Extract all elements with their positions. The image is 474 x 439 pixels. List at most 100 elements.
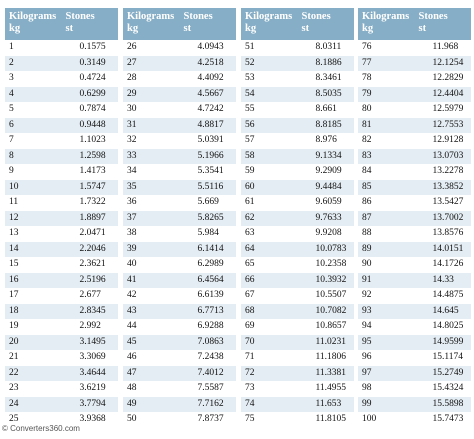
table-row: 65 10.2358 — [241, 257, 354, 273]
column-header: Stones st — [179, 8, 236, 40]
kg-cell: 18 — [5, 303, 62, 319]
table-row: 76 11.968 — [358, 40, 471, 56]
kg-cell: 30 — [123, 102, 180, 118]
table-row: 41 6.4564 — [123, 272, 236, 288]
table-row: 16 2.5196 — [5, 272, 118, 288]
conversion-table: Kilograms kg Stones st 76 11.968 77 12.1254 78 12… — [358, 8, 471, 428]
st-cell: 11.653 — [297, 396, 354, 412]
kg-cell: 8 — [5, 148, 62, 164]
st-cell: 3.7794 — [61, 396, 118, 412]
table-row: 44 6.9288 — [123, 319, 236, 335]
st-cell: 2.0471 — [61, 226, 118, 242]
table-row: 90 14.1726 — [358, 257, 471, 273]
kg-cell: 58 — [241, 148, 298, 164]
kg-cell: 83 — [358, 148, 415, 164]
st-cell: 0.9448 — [61, 117, 118, 133]
table-row: 46 7.2438 — [123, 350, 236, 366]
kg-cell: 99 — [358, 396, 415, 412]
kg-cell: 38 — [123, 226, 180, 242]
st-cell: 14.1726 — [414, 257, 471, 273]
table-row: 51 8.0311 — [241, 40, 354, 56]
st-cell: 14.33 — [414, 272, 471, 288]
table-row: 79 12.4404 — [358, 86, 471, 102]
st-cell: 15.5898 — [414, 396, 471, 412]
st-cell: 10.3932 — [297, 272, 354, 288]
table-row: 54 8.5035 — [241, 86, 354, 102]
kg-cell: 66 — [241, 272, 298, 288]
kg-cell: 6 — [5, 117, 62, 133]
table-row: 28 4.4092 — [123, 71, 236, 87]
st-cell: 13.0703 — [414, 148, 471, 164]
kg-cell: 89 — [358, 241, 415, 257]
table-row: 13 2.0471 — [5, 226, 118, 242]
st-cell: 9.6059 — [297, 195, 354, 211]
table-row: 63 9.9208 — [241, 226, 354, 242]
kg-cell: 84 — [358, 164, 415, 180]
kg-cell: 74 — [241, 396, 298, 412]
table-row: 10 1.5747 — [5, 179, 118, 195]
st-cell: 8.1886 — [297, 55, 354, 71]
kg-cell: 24 — [5, 396, 62, 412]
kg-cell: 93 — [358, 303, 415, 319]
kg-cell: 40 — [123, 257, 180, 273]
header-line: st — [183, 23, 192, 34]
table-row: 43 6.7713 — [123, 303, 236, 319]
conversion-table: Kilograms kg Stones st 51 8.0311 52 8.1886 53 8.3… — [241, 8, 354, 428]
st-cell: 5.669 — [179, 195, 236, 211]
st-cell: 11.0231 — [297, 334, 354, 350]
table-row: 8 1.2598 — [5, 148, 118, 164]
kg-cell: 32 — [123, 133, 180, 149]
kg-cell: 59 — [241, 164, 298, 180]
st-cell: 11.8105 — [297, 412, 354, 428]
header-line: st — [418, 23, 427, 34]
st-cell: 7.8737 — [179, 412, 236, 428]
kg-cell: 87 — [358, 210, 415, 226]
st-cell: 3.1495 — [61, 334, 118, 350]
st-cell: 12.7553 — [414, 117, 471, 133]
table-row: 88 13.8576 — [358, 226, 471, 242]
table-row: 92 14.4875 — [358, 288, 471, 304]
kg-cell: 98 — [358, 381, 415, 397]
kg-cell: 27 — [123, 55, 180, 71]
table-row: 66 10.3932 — [241, 272, 354, 288]
column-header: Kilograms kg — [123, 8, 180, 40]
st-cell: 0.7874 — [61, 102, 118, 118]
st-cell: 6.6139 — [179, 288, 236, 304]
kg-cell: 94 — [358, 319, 415, 335]
table-row: 57 8.976 — [241, 133, 354, 149]
kg-cell: 57 — [241, 133, 298, 149]
table-row: 25 3.9368 — [5, 412, 118, 428]
st-cell: 6.2989 — [179, 257, 236, 273]
st-cell: 9.1334 — [297, 148, 354, 164]
table-row: 98 15.4324 — [358, 381, 471, 397]
st-cell: 4.4092 — [179, 71, 236, 87]
kg-cell: 56 — [241, 117, 298, 133]
header-line: Kilograms — [127, 11, 175, 22]
table-row: 27 4.2518 — [123, 55, 236, 71]
st-cell: 8.5035 — [297, 86, 354, 102]
table-row: 20 3.1495 — [5, 334, 118, 350]
header-line: Kilograms — [9, 11, 57, 22]
table-row: 5 0.7874 — [5, 102, 118, 118]
kg-cell: 70 — [241, 334, 298, 350]
st-cell: 5.8265 — [179, 210, 236, 226]
kg-cell: 51 — [241, 40, 298, 56]
table-row: 23 3.6219 — [5, 381, 118, 397]
kg-cell: 90 — [358, 257, 415, 273]
st-cell: 2.677 — [61, 288, 118, 304]
column-header: Stones st — [61, 8, 118, 40]
kg-cell: 97 — [358, 365, 415, 381]
st-cell: 3.4644 — [61, 365, 118, 381]
st-cell: 7.4012 — [179, 365, 236, 381]
kg-cell: 100 — [358, 412, 415, 428]
kg-cell: 76 — [358, 40, 415, 56]
kg-cell: 7 — [5, 133, 62, 149]
header-row: Kilograms kg Stones st — [241, 8, 354, 40]
table-row: 81 12.7553 — [358, 117, 471, 133]
table-row: 95 14.9599 — [358, 334, 471, 350]
table-row: 67 10.5507 — [241, 288, 354, 304]
kg-cell: 39 — [123, 241, 180, 257]
conversion-table: Kilograms kg Stones st 26 4.0943 27 4.2518 28 4.4… — [123, 8, 236, 428]
conversion-table: Kilograms kg Stones st 1 0.1575 2 0.3149 3 0.4724… — [5, 8, 118, 428]
kg-cell: 33 — [123, 148, 180, 164]
